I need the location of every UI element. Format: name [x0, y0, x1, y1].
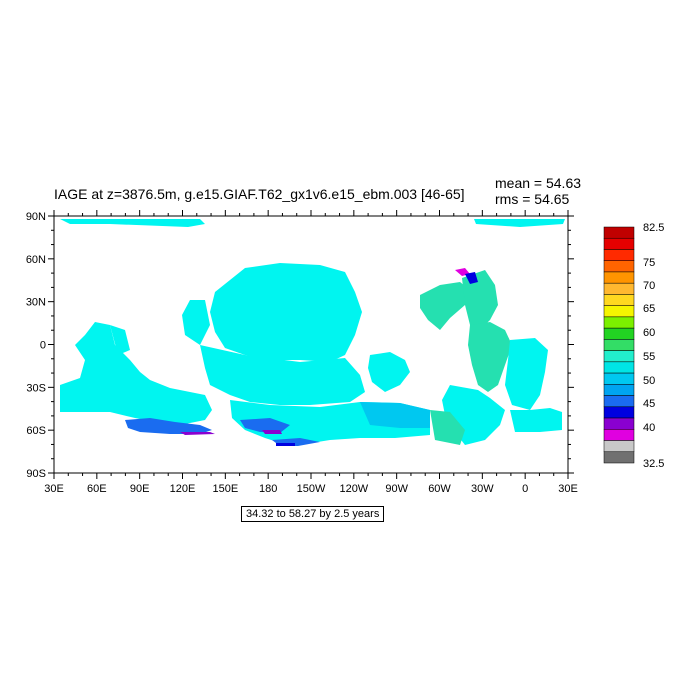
ocean-region-pacific-west [182, 300, 210, 345]
ocean-region-southern-blue-2 [240, 418, 290, 433]
ocean-region-atlantic-northeast [462, 270, 498, 330]
ocean-region-indian [60, 322, 212, 425]
colorbar-label: 70 [643, 280, 655, 292]
chart-title: IAGE at z=3876.5m, g.e15.GIAF.T62_gx1v6.… [54, 186, 465, 202]
colorbar-label: 60 [643, 327, 655, 339]
colorbar-swatch [603, 350, 635, 363]
x-tick-label: 60E [87, 483, 107, 495]
ocean-region-labrador-blue [465, 272, 478, 284]
ocean-region-southern-purple-3 [276, 443, 295, 446]
colorbar-swatch [603, 226, 635, 239]
rms-value: rms = 54.65 [495, 191, 570, 207]
ocean-region-arctic-east [474, 219, 565, 227]
ocean-region-atlantic-north [420, 282, 470, 330]
colorbar-swatch [603, 429, 635, 441]
colorbar-swatch [603, 294, 635, 306]
colorbar-swatch [603, 395, 635, 408]
colorbar-swatch [603, 327, 635, 340]
colorbar-swatch [603, 451, 635, 464]
ocean-region-pacific-central [200, 345, 365, 405]
colorbar-swatch [603, 271, 635, 284]
colorbar-label: 75 [643, 257, 655, 269]
colorbar-swatch [603, 384, 635, 396]
x-tick-label: 150E [212, 483, 238, 495]
x-axis: 30E 60E 90E 120E 150E 180 150W 120W 90W 60W 30W 0 30… [44, 210, 578, 495]
colorbar-swatch [603, 282, 635, 295]
colorbar-label: 32.5 [643, 458, 664, 470]
colorbar-label: 45 [643, 398, 655, 410]
colorbar-label: 40 [643, 422, 655, 434]
x-tick-label: 30E [44, 483, 64, 495]
colorbar-label: 65 [643, 303, 655, 315]
ocean-region-atlantic-southwest [430, 410, 465, 445]
y-tick-label: 60S [26, 425, 46, 437]
colorbar-swatch [603, 260, 635, 273]
x-tick-label: 30W [471, 483, 494, 495]
x-tick-label: 180 [259, 483, 277, 495]
y-tick-label: 60N [26, 254, 46, 266]
ocean-field [60, 219, 565, 446]
contour-info-box: 34.32 to 58.27 by 2.5 years [241, 506, 385, 522]
x-tick-label: 150W [297, 483, 326, 495]
x-tick-label: 60W [428, 483, 451, 495]
y-tick-label: 0 [40, 340, 46, 352]
y-axis: 90N 60N 30N 0 30S 60S 90S [26, 211, 574, 480]
y-tick-label: 90S [26, 468, 46, 480]
colorbar-label: 82.5 [643, 222, 664, 234]
y-tick-label: 30S [26, 382, 46, 394]
colorbar-swatch [603, 372, 635, 385]
colorbar-swatch [603, 339, 635, 351]
ocean-region-southern-purple-1 [180, 432, 215, 435]
ocean-region-pacific-south-cyan [360, 402, 430, 428]
x-tick-label: 120W [339, 483, 368, 495]
x-tick-label: 90E [130, 483, 150, 495]
stats-block: mean = 54.63 rms = 54.65 [495, 175, 581, 207]
x-tick-label: 90W [385, 483, 408, 495]
x-tick-label: 120E [170, 483, 196, 495]
colorbar-swatch [603, 417, 635, 430]
colorbar: 82.5 75 70 65 60 55 50 45 40 32.5 [603, 222, 664, 470]
ocean-region-pacific-east [368, 352, 410, 392]
y-tick-label: 30N [26, 297, 46, 309]
ocean-region-arctic-west [60, 219, 205, 227]
x-tick-label: 30E [558, 483, 578, 495]
mean-value: mean = 54.63 [495, 175, 582, 191]
ocean-region-indian-north [110, 325, 130, 355]
x-tick-label: 0 [522, 483, 528, 495]
y-tick-label: 90N [26, 211, 46, 223]
colorbar-label: 55 [643, 351, 655, 363]
colorbar-swatch [603, 237, 635, 250]
colorbar-label: 50 [643, 375, 655, 387]
colorbar-swatch [603, 361, 635, 374]
colorbar-swatch [603, 316, 635, 329]
colorbar-swatch [603, 440, 635, 453]
ocean-region-atlantic-southeast [510, 408, 562, 432]
ocean-region-pacific-north [210, 263, 362, 362]
colorbar-swatch [603, 406, 635, 419]
ocean-region-atlantic-central [468, 322, 512, 392]
colorbar-swatch [603, 305, 635, 318]
ocean-region-southern-blue-1 [125, 418, 212, 434]
ocean-region-southern-purple-2 [262, 430, 282, 434]
colorbar-swatch [603, 249, 635, 261]
ocean-region-atlantic-east [505, 338, 548, 410]
